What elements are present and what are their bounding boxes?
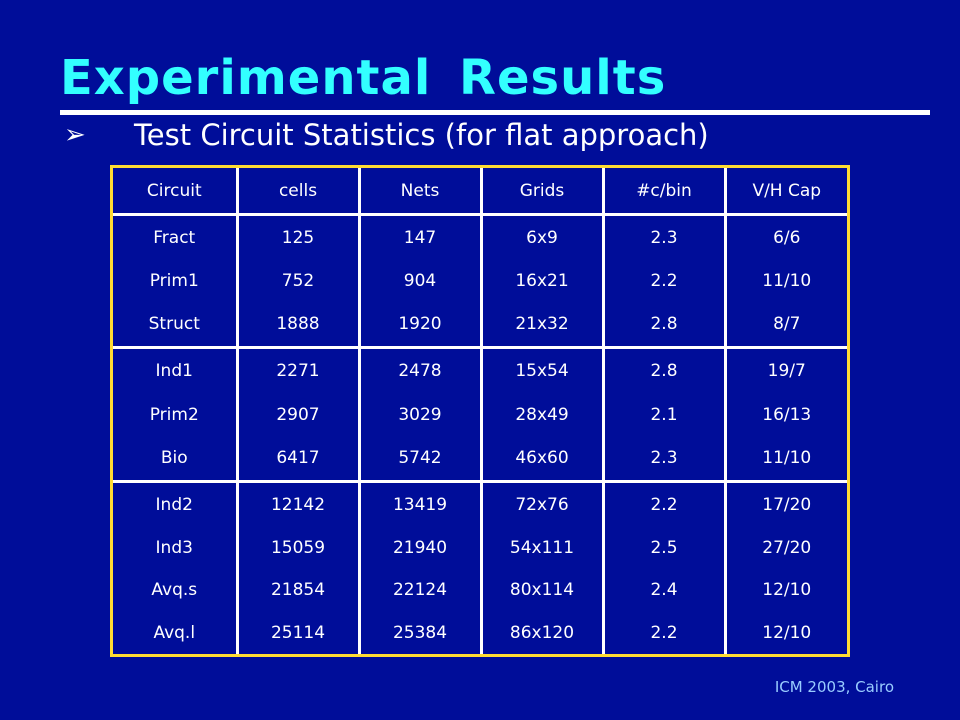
- table-cell: 12142: [235, 479, 359, 527]
- table-cell: 6/6: [723, 213, 847, 261]
- table-row: Avq.l 25114 25384 86x120 2.2 12/10: [113, 611, 847, 654]
- table-cell: 2.4: [601, 569, 725, 612]
- header-c-bin: #c/bin: [601, 168, 725, 215]
- table-row: Ind1 2271 2478 15x54 2.8 19/7: [113, 346, 847, 394]
- table-cell: 125: [235, 213, 359, 261]
- table-cell: 12/10: [723, 611, 847, 654]
- table-cell: Avq.l: [153, 622, 196, 643]
- table-cell: 2.3: [601, 213, 725, 261]
- bullet-item: ➢ Test Circuit Statistics (for flat appr…: [64, 118, 709, 152]
- table-cell: 2907: [235, 393, 359, 436]
- table-cell: 2.8: [601, 302, 725, 348]
- table-cell: 2.2: [601, 260, 725, 303]
- table-row: Ind2 12142 13419 72x76 2.2 17/20: [113, 479, 847, 527]
- table-cell: 27/20: [723, 526, 847, 570]
- table-cell: 25384: [357, 611, 481, 654]
- table-cell: 2.3: [601, 435, 725, 482]
- table-cell: 904: [357, 260, 481, 303]
- table-cell: Ind2: [113, 479, 237, 527]
- table-cell: 86x120: [479, 611, 603, 654]
- footer-text: ICM 2003, Cairo: [774, 678, 894, 696]
- table-cell: 25114: [235, 611, 359, 654]
- table-cell: Prim2: [149, 404, 199, 425]
- table-cell: 16x21: [479, 260, 603, 303]
- table-cell: 2.8: [601, 346, 725, 394]
- table-cell: 21x32: [479, 302, 603, 348]
- table-row: Fract 125 147 6x9 2.3 6/6: [113, 213, 847, 261]
- slide-title: Experimental Results: [60, 50, 667, 106]
- table-cell: 22124: [357, 569, 481, 612]
- bullet-text: Test Circuit Statistics (for flat approa…: [134, 118, 709, 152]
- table-cell: 1920: [357, 302, 481, 348]
- table-cell: 21940: [357, 526, 481, 570]
- statistics-table-frame: Circuit cells Nets Grids #c/bin V/H Cap …: [110, 165, 850, 657]
- table-cell: Fract: [113, 213, 237, 261]
- table-cell: 19/7: [723, 346, 847, 394]
- table-cell: 2.2: [601, 611, 725, 654]
- table-row: Prim1 752 904 16x21 2.2 11/10: [113, 260, 847, 303]
- table-cell: 11/10: [723, 260, 847, 303]
- table-cell: 15x54: [479, 346, 603, 394]
- table-cell: 2478: [357, 346, 481, 394]
- table-cell: Prim1: [149, 271, 199, 292]
- table-cell: 72x76: [479, 479, 603, 527]
- table-cell: 80x114: [479, 569, 603, 612]
- table-cell: 6417: [235, 435, 359, 482]
- table-cell: 15059: [235, 526, 359, 570]
- header-vh-cap: V/H Cap: [723, 168, 847, 215]
- table-row: Prim2 2907 3029 28x49 2.1 16/13: [113, 393, 847, 436]
- table-cell: Struct: [148, 314, 200, 335]
- table-cell: 5742: [357, 435, 481, 482]
- table-row: Struct 1888 1920 21x32 2.8 8/7: [113, 302, 847, 348]
- table-cell: 147: [357, 213, 481, 261]
- header-nets: Nets: [357, 168, 481, 215]
- table-cell: 752: [235, 260, 359, 303]
- table-row: Bio 6417 5742 46x60 2.3 11/10: [113, 435, 847, 482]
- table-cell: Bio: [160, 447, 188, 468]
- table-cell: 3029: [357, 393, 481, 436]
- table-cell: 46x60: [479, 435, 603, 482]
- table-row: Avq.s 21854 22124 80x114 2.4 12/10: [113, 569, 847, 612]
- table-cell: 11/10: [723, 435, 847, 482]
- table-cell: 54x111: [479, 526, 603, 570]
- table-cell: Ind1: [113, 346, 237, 394]
- table-cell: 16/13: [723, 393, 847, 436]
- table-cell: 12/10: [723, 569, 847, 612]
- table-header-row: Circuit cells Nets Grids #c/bin V/H Cap: [113, 168, 847, 215]
- statistics-table: Circuit cells Nets Grids #c/bin V/H Cap …: [113, 168, 847, 654]
- table-cell: Ind3: [155, 538, 193, 559]
- header-circuit: Circuit: [146, 180, 202, 201]
- table-cell: 1888: [235, 302, 359, 348]
- header-cells: cells: [235, 168, 359, 215]
- header-grids: Grids: [479, 168, 603, 215]
- table-cell: 28x49: [479, 393, 603, 436]
- table-cell: 17/20: [723, 479, 847, 527]
- arrow-bullet-icon: ➢: [64, 120, 86, 150]
- title-underline: [60, 110, 930, 115]
- table-row: Ind3 15059 21940 54x111 2.5 27/20: [113, 526, 847, 570]
- table-cell: 2271: [235, 346, 359, 394]
- table-cell: 13419: [357, 479, 481, 527]
- table-cell: 2.1: [601, 393, 725, 436]
- table-cell: 2.2: [601, 479, 725, 527]
- table-cell: 6x9: [479, 213, 603, 261]
- table-cell: 8/7: [723, 302, 847, 348]
- table-cell: 21854: [235, 569, 359, 612]
- table-cell: Avq.s: [151, 580, 198, 601]
- table-cell: 2.5: [601, 526, 725, 570]
